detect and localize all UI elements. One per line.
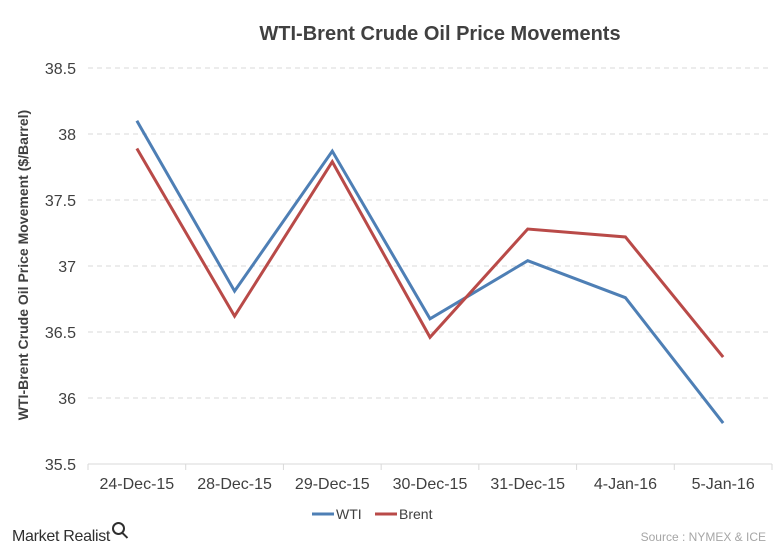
y-tick-label: 38.5 <box>45 61 76 78</box>
market-realist-logo: Market Realist <box>12 522 126 546</box>
x-tick-label: 28-Dec-15 <box>197 476 272 493</box>
series-line-brent <box>135 147 725 359</box>
legend-label-brent: Brent <box>399 506 433 522</box>
series-line-wti <box>135 120 725 425</box>
y-tick-label: 37 <box>58 259 76 276</box>
magnifier-icon <box>112 522 126 535</box>
legend: WTI Brent <box>312 506 433 522</box>
y-axis-label: WTI-Brent Crude Oil Price Movement ($/Ba… <box>15 110 31 420</box>
logo-text: Market Realist <box>12 528 111 545</box>
x-tick-label: 4-Jan-16 <box>594 476 657 493</box>
x-tick-label: 5-Jan-16 <box>692 476 755 493</box>
x-tick-label: 31-Dec-15 <box>490 476 565 493</box>
chart-title: WTI-Brent Crude Oil Price Movements <box>259 23 620 45</box>
source-note: Source : NYMEX & ICE <box>640 530 766 544</box>
x-axis-ticks: 24-Dec-15 28-Dec-15 29-Dec-15 30-Dec-15 31-D… <box>87 464 773 493</box>
x-tick-label: 29-Dec-15 <box>295 476 370 493</box>
y-tick-label: 36.5 <box>45 325 76 342</box>
y-axis-ticks: 35.5 36 36.5 37 37.5 38 38.5 <box>45 61 76 474</box>
x-tick-label: 30-Dec-15 <box>393 476 468 493</box>
series-lines <box>135 120 725 425</box>
legend-label-wti: WTI <box>336 506 362 522</box>
y-tick-label: 35.5 <box>45 457 76 474</box>
y-tick-label: 37.5 <box>45 193 76 210</box>
gridlines <box>88 67 772 465</box>
y-tick-label: 36 <box>58 391 76 408</box>
y-tick-label: 38 <box>58 127 76 144</box>
x-tick-label: 24-Dec-15 <box>100 476 175 493</box>
